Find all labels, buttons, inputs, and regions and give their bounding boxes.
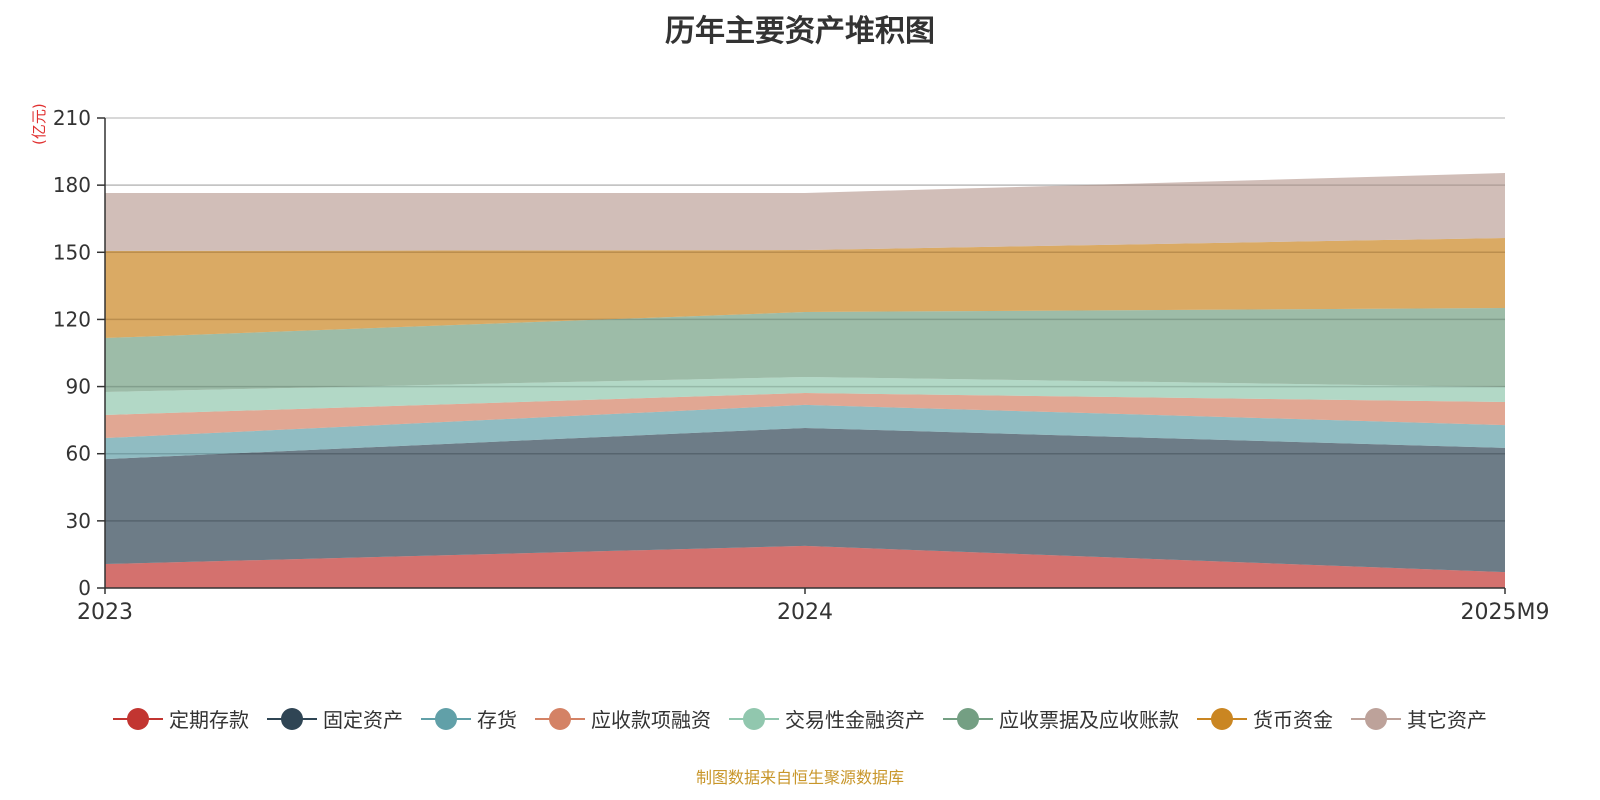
legend-item[interactable]: 交易性金融资产 (729, 704, 925, 733)
area-6 (105, 237, 1505, 339)
area-1 (105, 427, 1505, 573)
legend-item[interactable]: 固定资产 (267, 704, 403, 733)
legend-label: 定期存款 (169, 708, 249, 732)
y-tick-label: 120 (53, 307, 91, 331)
y-tick-label: 210 (53, 106, 91, 130)
legend-label: 交易性金融资产 (785, 708, 925, 732)
area-4 (105, 376, 1505, 415)
legend-label: 应收款项融资 (591, 708, 711, 732)
legend-item[interactable]: 存货 (421, 704, 517, 733)
legend-item[interactable]: 定期存款 (113, 704, 249, 733)
legend-item[interactable]: 应收票据及应收账款 (943, 704, 1179, 733)
y-tick-label: 180 (53, 173, 91, 197)
y-tick-label: 30 (66, 509, 91, 533)
source-note: 制图数据来自恒生聚源数据库 (695, 768, 904, 787)
x-tick-label: 2025M9 (1461, 600, 1550, 625)
y-tick-label: 150 (53, 240, 91, 264)
area-5 (105, 308, 1505, 392)
area-0 (105, 545, 1505, 588)
x-tick-label: 2023 (77, 600, 133, 625)
x-tick-label: 2024 (777, 600, 833, 625)
legend-marker-icon (943, 707, 993, 731)
legend-item[interactable]: 货币资金 (1197, 704, 1333, 733)
legend-marker-icon (535, 707, 585, 731)
legend-marker-icon (729, 707, 779, 731)
legend-item[interactable]: 应收款项融资 (535, 704, 711, 733)
y-tick-label: 0 (78, 576, 91, 600)
legend-label: 其它资产 (1407, 708, 1487, 732)
y-tick-label: 90 (66, 375, 91, 399)
legend-marker-icon (1197, 707, 1247, 731)
legend-item[interactable]: 其它资产 (1351, 704, 1487, 733)
legend-label: 应收票据及应收账款 (999, 708, 1179, 732)
chart-title: 历年主要资产堆积图 (665, 14, 935, 49)
y-tick-label: 60 (66, 442, 91, 466)
area-2 (105, 404, 1505, 460)
legend-marker-icon (1351, 707, 1401, 731)
area-7 (105, 173, 1505, 251)
plot-area: 0 30 60 90 120 150 180 210 2023 2024 2025M9 (53, 106, 1550, 625)
legend-marker-icon (113, 707, 163, 731)
legend-label: 货币资金 (1253, 708, 1333, 732)
legend-marker-icon (267, 707, 317, 731)
legend-label: 固定资产 (323, 708, 403, 732)
legend: 定期存款 固定资产 存货 应收款项融资 交易性金融资产 应收票据及应收账款 货币资金 其它资产 (0, 704, 1600, 733)
legend-marker-icon (421, 707, 471, 731)
area-3 (105, 393, 1505, 439)
legend-label: 存货 (477, 708, 517, 732)
